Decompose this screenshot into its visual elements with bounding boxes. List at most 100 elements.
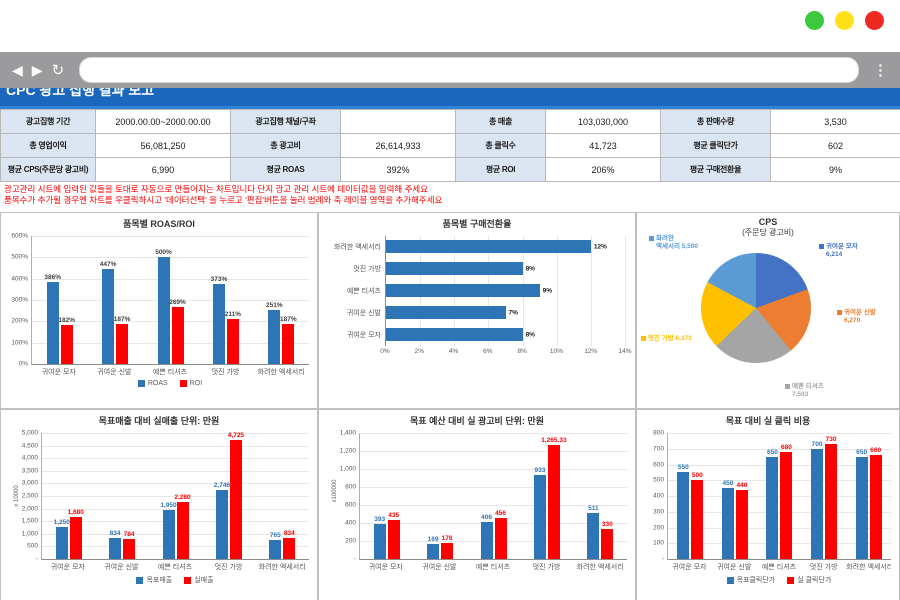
bar: 187% <box>280 316 297 364</box>
chart-panel-roas-roi[interactable]: 품목별 ROAS/ROI 600% 500% 400% 300% 200% 100% 0% 38… <box>0 212 318 409</box>
bar: 660 <box>869 447 882 559</box>
bar-value-label: 650 <box>856 449 868 456</box>
legend-key <box>641 336 646 341</box>
summary-label: 총 매출 <box>456 110 546 134</box>
pie-data-label: 귀여운 신발 6,270 <box>837 309 876 326</box>
chart-panel-cps-pie[interactable]: CPS (주문당 광고비) 귀여운 모자 6,214 귀여운 신발 6,270 예쁜 티… <box>636 212 900 409</box>
legend-item: 실매출 <box>184 575 214 585</box>
bar-value-label: 456 <box>495 510 506 517</box>
bar-value-label: 834 <box>109 530 121 537</box>
x-tick-label: 0% <box>380 348 390 355</box>
bar-value-label: 169 <box>427 536 439 543</box>
bar-value-label: 450 <box>722 480 734 487</box>
legend-key <box>136 576 144 584</box>
chart-panel-adcost-vs-budget[interactable]: 목표 예산 대비 실 광고비 단위: 만원 x100000 1,400 1,200 1,… <box>318 409 636 600</box>
y-tick-label: 100% <box>11 339 28 347</box>
bar <box>386 328 523 341</box>
bar: 650 <box>855 449 868 559</box>
bar: 251% <box>266 302 283 364</box>
summary-value: 41,723 <box>546 134 661 158</box>
bar-value-label: 373% <box>210 276 228 283</box>
category-label: 화려한 액세서리 <box>258 564 306 571</box>
red-light[interactable] <box>865 11 884 30</box>
bar-value-label: 1,950 <box>160 502 177 509</box>
bar <box>386 262 523 275</box>
refresh-icon[interactable]: ↻ <box>51 61 65 79</box>
bar: 447% <box>100 261 116 364</box>
legend-item: ROI <box>179 380 202 387</box>
y-tick-label: 400 <box>653 492 664 500</box>
y-tick-label: 3,500 <box>21 467 38 475</box>
y-tick-label: 4,000 <box>21 454 38 462</box>
bar-value-label: 447% <box>99 261 117 268</box>
chart-legend: 목표매출 실매출 <box>41 575 309 585</box>
page-title: CPC 광고 집행 결과 보고 <box>6 88 155 98</box>
summary-label: 총 영업이익 <box>1 134 96 158</box>
summary-label: 광고집행 기간 <box>1 110 96 134</box>
green-light[interactable] <box>805 11 824 30</box>
bar: 1,680 <box>68 509 84 559</box>
bar: 650 <box>766 449 779 559</box>
bar-value-label: 251% <box>266 302 283 309</box>
bar-value-label: 933 <box>534 467 546 474</box>
legend-key <box>819 244 824 249</box>
bar <box>386 240 591 253</box>
chart-panel-conversion-rate[interactable]: 품목별 구매전환율 화려한 액세서리 멋진 가방 예쁜 티셔츠 귀여운 신발 귀여운 모자… <box>318 212 636 409</box>
bar: 269% <box>169 299 186 364</box>
bar: 550 <box>677 464 690 559</box>
legend-key <box>179 380 187 387</box>
summary-label: 총 클릭수 <box>456 134 546 158</box>
menu-icon[interactable]: ⋮ <box>873 62 888 79</box>
bar-value-label: 784 <box>123 531 135 538</box>
summary-value: 392% <box>341 158 456 182</box>
bar: 1,950 <box>160 502 177 559</box>
legend-item: ROAS <box>137 380 168 387</box>
yellow-light[interactable] <box>835 11 854 30</box>
chart-panel-cpc-vs-target[interactable]: 목표 대비 실 클릭 비용 800 700 600 500 400 300 200 100 - 55… <box>636 409 900 600</box>
legend-key <box>726 576 734 584</box>
y-tick-label: 300 <box>653 508 664 516</box>
y-tick-label: 5,000 <box>21 429 38 437</box>
charts-grid: 품목별 ROAS/ROI 600% 500% 400% 300% 200% 100% 0% 38… <box>0 212 900 600</box>
bar-value-label: 12% <box>593 243 607 251</box>
bar-value-label: 176 <box>441 535 453 542</box>
x-tick-label: 8% <box>517 348 527 355</box>
y-tick-label: 100 <box>653 539 664 547</box>
y-tick-label: 400 <box>345 519 356 527</box>
y-tick-label: 600 <box>653 461 664 468</box>
x-tick-label: 10% <box>549 348 563 355</box>
bar-value-label: 9% <box>542 287 553 295</box>
category-label: 화려한 액세서리 <box>576 564 624 571</box>
browser-titlebar <box>0 0 900 52</box>
x-tick-label: 12% <box>584 348 598 355</box>
category-label: 귀여운 모자 <box>672 564 707 571</box>
bar-value-label: 500 <box>691 472 703 479</box>
bar-value-label: 182% <box>58 317 76 324</box>
pie-data-label: 화려한 액세서리 5,500 <box>649 235 698 252</box>
back-icon[interactable]: ◀ <box>12 62 23 78</box>
url-input[interactable] <box>79 57 859 83</box>
y-tick-label: 600% <box>11 232 28 240</box>
bar: 500 <box>691 472 704 559</box>
bar-value-label: 550 <box>677 464 689 471</box>
chart-panel-sales-vs-target[interactable]: 목표매출 대비 실매출 단위: 만원 x 10000 5,000 4,500 4,000… <box>0 409 318 600</box>
category-label: 멋진 가방 <box>214 564 243 571</box>
x-tick-label: 14% <box>618 348 632 355</box>
bar-value-label: 500% <box>155 249 172 256</box>
bar-value-label: 269% <box>169 299 186 306</box>
y-tick-label: 3,000 <box>21 479 38 487</box>
bar-value-label: 187% <box>113 316 131 323</box>
bar-value-label: 406 <box>481 514 492 521</box>
y-tick-label: 500 <box>653 476 664 484</box>
bar: 511 <box>587 505 600 559</box>
bar <box>386 306 506 319</box>
note-line-2: 품목수가 추가될 경우엔 차트를 우클릭하시고 '데이터선택' 을 누르고 '편… <box>4 195 443 205</box>
bar: 450 <box>721 480 734 559</box>
y-tick-label: 200 <box>653 524 664 531</box>
legend-key <box>649 236 654 241</box>
chart-legend: ROAS ROI <box>31 380 309 387</box>
legend-key <box>787 576 795 584</box>
forward-icon[interactable]: ▶ <box>31 62 43 78</box>
bar-value-label: 7% <box>508 309 518 317</box>
